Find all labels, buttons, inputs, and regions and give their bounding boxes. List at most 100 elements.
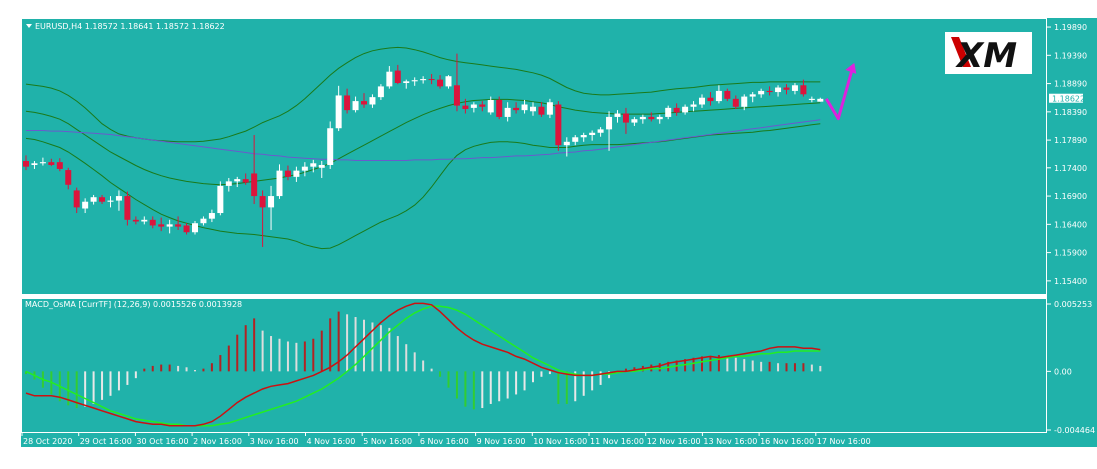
candle-body	[546, 102, 553, 115]
candle	[335, 85, 342, 132]
candle	[377, 84, 384, 100]
candle-body	[208, 213, 215, 219]
candle	[158, 217, 165, 232]
candle	[639, 114, 646, 124]
macd-lines	[25, 302, 821, 427]
logo-accent-stroke	[951, 37, 971, 67]
candle-body	[301, 166, 308, 171]
candle	[817, 97, 824, 102]
candle	[39, 157, 46, 166]
macd-main-line	[25, 302, 821, 427]
candle-body	[775, 87, 782, 93]
price-axis-background	[1047, 18, 1097, 433]
time-axis-label: 28 Oct 2020	[23, 437, 72, 446]
candle-body	[242, 179, 249, 183]
candle-body	[420, 79, 427, 81]
candle-body	[234, 179, 241, 182]
candle	[530, 102, 536, 116]
candle	[580, 132, 587, 142]
candle-body	[428, 79, 435, 81]
forecast-arrow-head	[845, 62, 857, 74]
candle	[217, 181, 224, 216]
candle	[327, 121, 334, 169]
candle	[631, 116, 638, 126]
current-price-label: 1.18622	[1052, 95, 1085, 104]
candle-body	[386, 71, 393, 87]
candle	[259, 190, 266, 247]
candle-body	[149, 219, 156, 226]
macd-axis-labels: 0.005253 0.00 -0.004464	[1047, 300, 1095, 435]
candle-body	[335, 95, 342, 129]
candle-body	[470, 104, 477, 108]
candle-body	[327, 128, 334, 165]
candle	[555, 101, 562, 151]
candle	[56, 158, 63, 172]
candle-body	[99, 197, 106, 202]
candle-body	[158, 224, 165, 227]
candle-body	[65, 170, 72, 185]
candle-body	[648, 116, 655, 120]
time-axis-labels: 28 Oct 2020 29 Oct 16:00 30 Oct 16:00 2 Nov…	[21, 433, 871, 446]
candle-body	[572, 137, 579, 142]
candle-body	[293, 170, 300, 177]
candle	[420, 76, 427, 84]
candle	[800, 79, 807, 97]
time-axis-label: 12 Nov 16:00	[647, 437, 701, 446]
time-axis-label: 6 Nov 16:00	[420, 437, 469, 446]
candle	[352, 96, 359, 113]
candle-body	[741, 96, 748, 107]
candle	[487, 96, 494, 115]
candle-body	[48, 162, 55, 165]
price-axis-label: 1.16900	[1054, 192, 1087, 201]
candle	[115, 190, 122, 211]
candle	[301, 162, 308, 177]
candle-body	[124, 196, 131, 220]
time-axis-label: 16 Nov 16:00	[760, 437, 814, 446]
candle	[90, 194, 97, 205]
candle-body	[318, 164, 325, 168]
candle	[132, 216, 139, 225]
candle-body	[699, 97, 705, 105]
candle-body	[707, 97, 714, 102]
candle-body	[344, 95, 351, 111]
forecast-arrow	[825, 62, 857, 121]
candle-body	[56, 162, 63, 169]
time-axis-label: 3 Nov 16:00	[250, 437, 299, 446]
candle-body	[631, 119, 638, 123]
candle	[276, 164, 283, 199]
candle-body	[622, 113, 629, 123]
symbol-dropdown-icon[interactable]	[26, 24, 32, 28]
candle-body	[73, 190, 80, 208]
candle	[775, 85, 782, 97]
candle-body	[132, 219, 139, 222]
candle-body	[589, 132, 596, 136]
candle-body	[403, 81, 410, 84]
candle	[538, 102, 545, 117]
macd-signal-line	[25, 305, 821, 427]
candle	[453, 53, 460, 112]
candle-body	[656, 116, 663, 120]
candle	[225, 177, 232, 192]
candle	[403, 79, 410, 89]
price-axis-label: 1.19390	[1054, 51, 1087, 60]
candle-body	[411, 80, 418, 82]
candle	[124, 191, 131, 226]
candle-body	[479, 104, 486, 107]
candle	[437, 75, 444, 89]
candle-body	[90, 197, 97, 202]
candle-body	[715, 90, 722, 102]
candle-body	[23, 161, 29, 167]
candle	[183, 223, 190, 235]
candle-body	[639, 116, 646, 120]
macd-panel-border	[21, 298, 1047, 433]
candle	[732, 95, 739, 110]
candle	[175, 216, 182, 230]
candle-body	[766, 90, 773, 93]
candle	[791, 83, 798, 95]
candle-body	[690, 104, 697, 107]
candle	[496, 96, 503, 120]
candle-body	[352, 101, 359, 111]
candle	[234, 176, 241, 188]
candle	[783, 84, 790, 95]
